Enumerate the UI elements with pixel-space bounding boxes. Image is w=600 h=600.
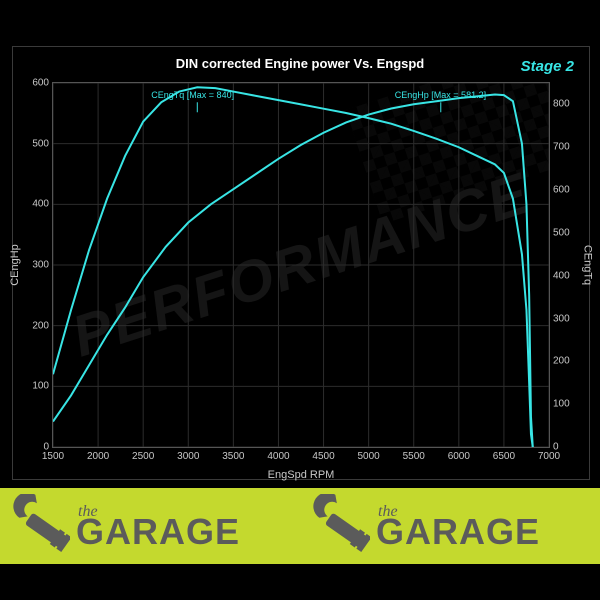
y-left-tick: 600	[32, 78, 49, 89]
annotation-hp_max: CEngHp [Max = 581.2]	[395, 90, 486, 100]
brand-text: the GARAGE	[76, 506, 240, 547]
x-tick: 7000	[538, 451, 560, 462]
x-tick: 2000	[87, 451, 109, 462]
x-axis-label: EngSpd RPM	[268, 469, 335, 481]
x-tick: 4500	[312, 451, 334, 462]
x-tick: 6000	[448, 451, 470, 462]
brand-text: the GARAGE	[376, 506, 540, 547]
x-tick: 5500	[403, 451, 425, 462]
y-right-tick: 700	[553, 142, 570, 153]
x-tick: 5000	[358, 451, 380, 462]
y-right-tick: 100	[553, 399, 570, 410]
x-tick: 2500	[132, 451, 154, 462]
y-left-tick: 300	[32, 260, 49, 271]
wrench-icon	[6, 494, 70, 558]
x-tick: 4000	[267, 451, 289, 462]
logo-left: the GARAGE	[0, 488, 300, 564]
y-right-tick: 0	[553, 442, 559, 453]
x-tick: 6500	[493, 451, 515, 462]
stage-label: Stage 2	[521, 58, 574, 75]
logo-bar: the GARAGE the GARAGE	[0, 488, 600, 564]
y-left-tick: 400	[32, 199, 49, 210]
plot-area: PERFORMANCE 1500200025003000350040004500…	[52, 82, 550, 448]
x-tick: 3000	[177, 451, 199, 462]
brand-big: GARAGE	[76, 518, 240, 546]
y-left-tick: 500	[32, 138, 49, 149]
y-right-axis-label: CEngTq	[581, 245, 593, 285]
y-right-tick: 400	[553, 270, 570, 281]
y-left-axis-label: CEngHp	[9, 244, 21, 286]
wrench-icon	[306, 494, 370, 558]
y-left-tick: 0	[43, 442, 49, 453]
y-left-tick: 200	[32, 320, 49, 331]
x-tick: 3500	[222, 451, 244, 462]
y-left-tick: 100	[32, 381, 49, 392]
brand-big: GARAGE	[376, 518, 540, 546]
annotation-tq_max: CEngTq [Max = 840]	[151, 90, 234, 100]
logo-right: the GARAGE	[300, 488, 600, 564]
plot-svg	[53, 83, 549, 447]
y-right-tick: 600	[553, 185, 570, 196]
screenshot-root: DIN corrected Engine power Vs. Engspd St…	[0, 0, 600, 600]
x-tick: 1500	[42, 451, 64, 462]
y-right-tick: 800	[553, 99, 570, 110]
y-right-tick: 300	[553, 313, 570, 324]
y-right-tick: 500	[553, 227, 570, 238]
y-right-tick: 200	[553, 356, 570, 367]
chart-title: DIN corrected Engine power Vs. Engspd	[0, 56, 600, 71]
